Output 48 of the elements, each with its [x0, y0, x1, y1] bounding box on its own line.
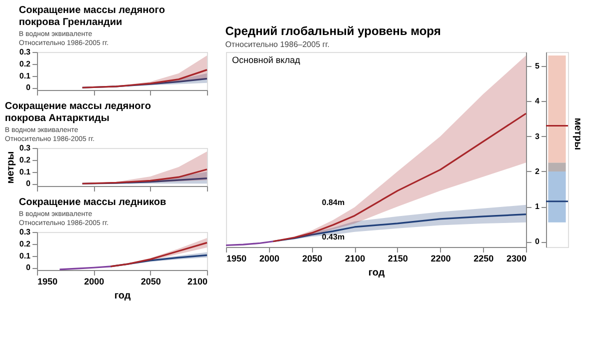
- chart-subtitle: Относительно 1986–2005 гг.: [225, 40, 330, 49]
- y-tick-label: 0.2: [19, 239, 32, 248]
- y-tick-label: 1: [535, 202, 540, 212]
- x-tick-label: 2050: [140, 276, 161, 286]
- y-tick-label: 0: [535, 237, 540, 246]
- y-tick-label: 0: [26, 263, 32, 272]
- x-tick-label: 1950: [226, 254, 247, 264]
- chart-title: Средний глобальный уровень моря: [225, 24, 441, 38]
- x-tick-label: 1950: [38, 276, 58, 286]
- bar: [548, 56, 566, 163]
- x-tick-label: 2050: [302, 254, 322, 264]
- y-tick-label: 3: [535, 132, 540, 141]
- bar: [548, 171, 566, 222]
- y-tick-label: 0.3: [19, 144, 32, 152]
- y-tick-label: 2: [535, 166, 540, 176]
- x-axis-title: год: [368, 268, 386, 278]
- line-series: [82, 168, 208, 184]
- x-tick-label: 2300: [506, 254, 526, 264]
- x-tick-label: 2100: [345, 254, 366, 264]
- y-tick-label: 0.1: [19, 71, 32, 80]
- x-tick-label: 2100: [187, 276, 208, 286]
- annotation: 0.43m: [322, 232, 345, 242]
- y-tick-label: 5: [535, 62, 540, 71]
- chart-title: Сокращение массы ледяного покрова Антарктиды: [4, 101, 151, 124]
- y-tick-label: 0.3: [19, 228, 32, 236]
- x-tick-label: 2150: [388, 254, 408, 264]
- line-series: [110, 242, 208, 268]
- x-tick-label: 2000: [84, 276, 104, 286]
- x-axis-title: год: [114, 290, 132, 302]
- y-tick-label: 0.2: [19, 155, 32, 164]
- annotation: Основной вклад: [232, 55, 301, 65]
- y-axis-title: метры: [5, 151, 16, 184]
- y-axis-title: метры: [572, 118, 583, 150]
- x-tick-label: 2200: [430, 254, 451, 264]
- x-tick-label: 2250: [474, 254, 494, 264]
- y-tick-label: 0.1: [19, 251, 32, 260]
- y-tick-label: 0: [26, 179, 32, 188]
- chart-title: Сокращение массы ледяного покрова Гренландии: [18, 5, 165, 28]
- bar: [548, 162, 566, 172]
- y-tick-label: 4: [535, 96, 540, 106]
- y-tick-label: 0.2: [19, 59, 32, 68]
- y-tick-label: 0.3: [19, 48, 32, 56]
- y-tick-label: 0: [26, 83, 32, 92]
- x-tick-label: 2000: [259, 254, 280, 264]
- chart-title: Сокращение массы ледников: [18, 197, 166, 208]
- line-series: [82, 69, 208, 88]
- annotation: 0.84m: [322, 198, 345, 208]
- y-tick-label: 0.1: [19, 167, 32, 176]
